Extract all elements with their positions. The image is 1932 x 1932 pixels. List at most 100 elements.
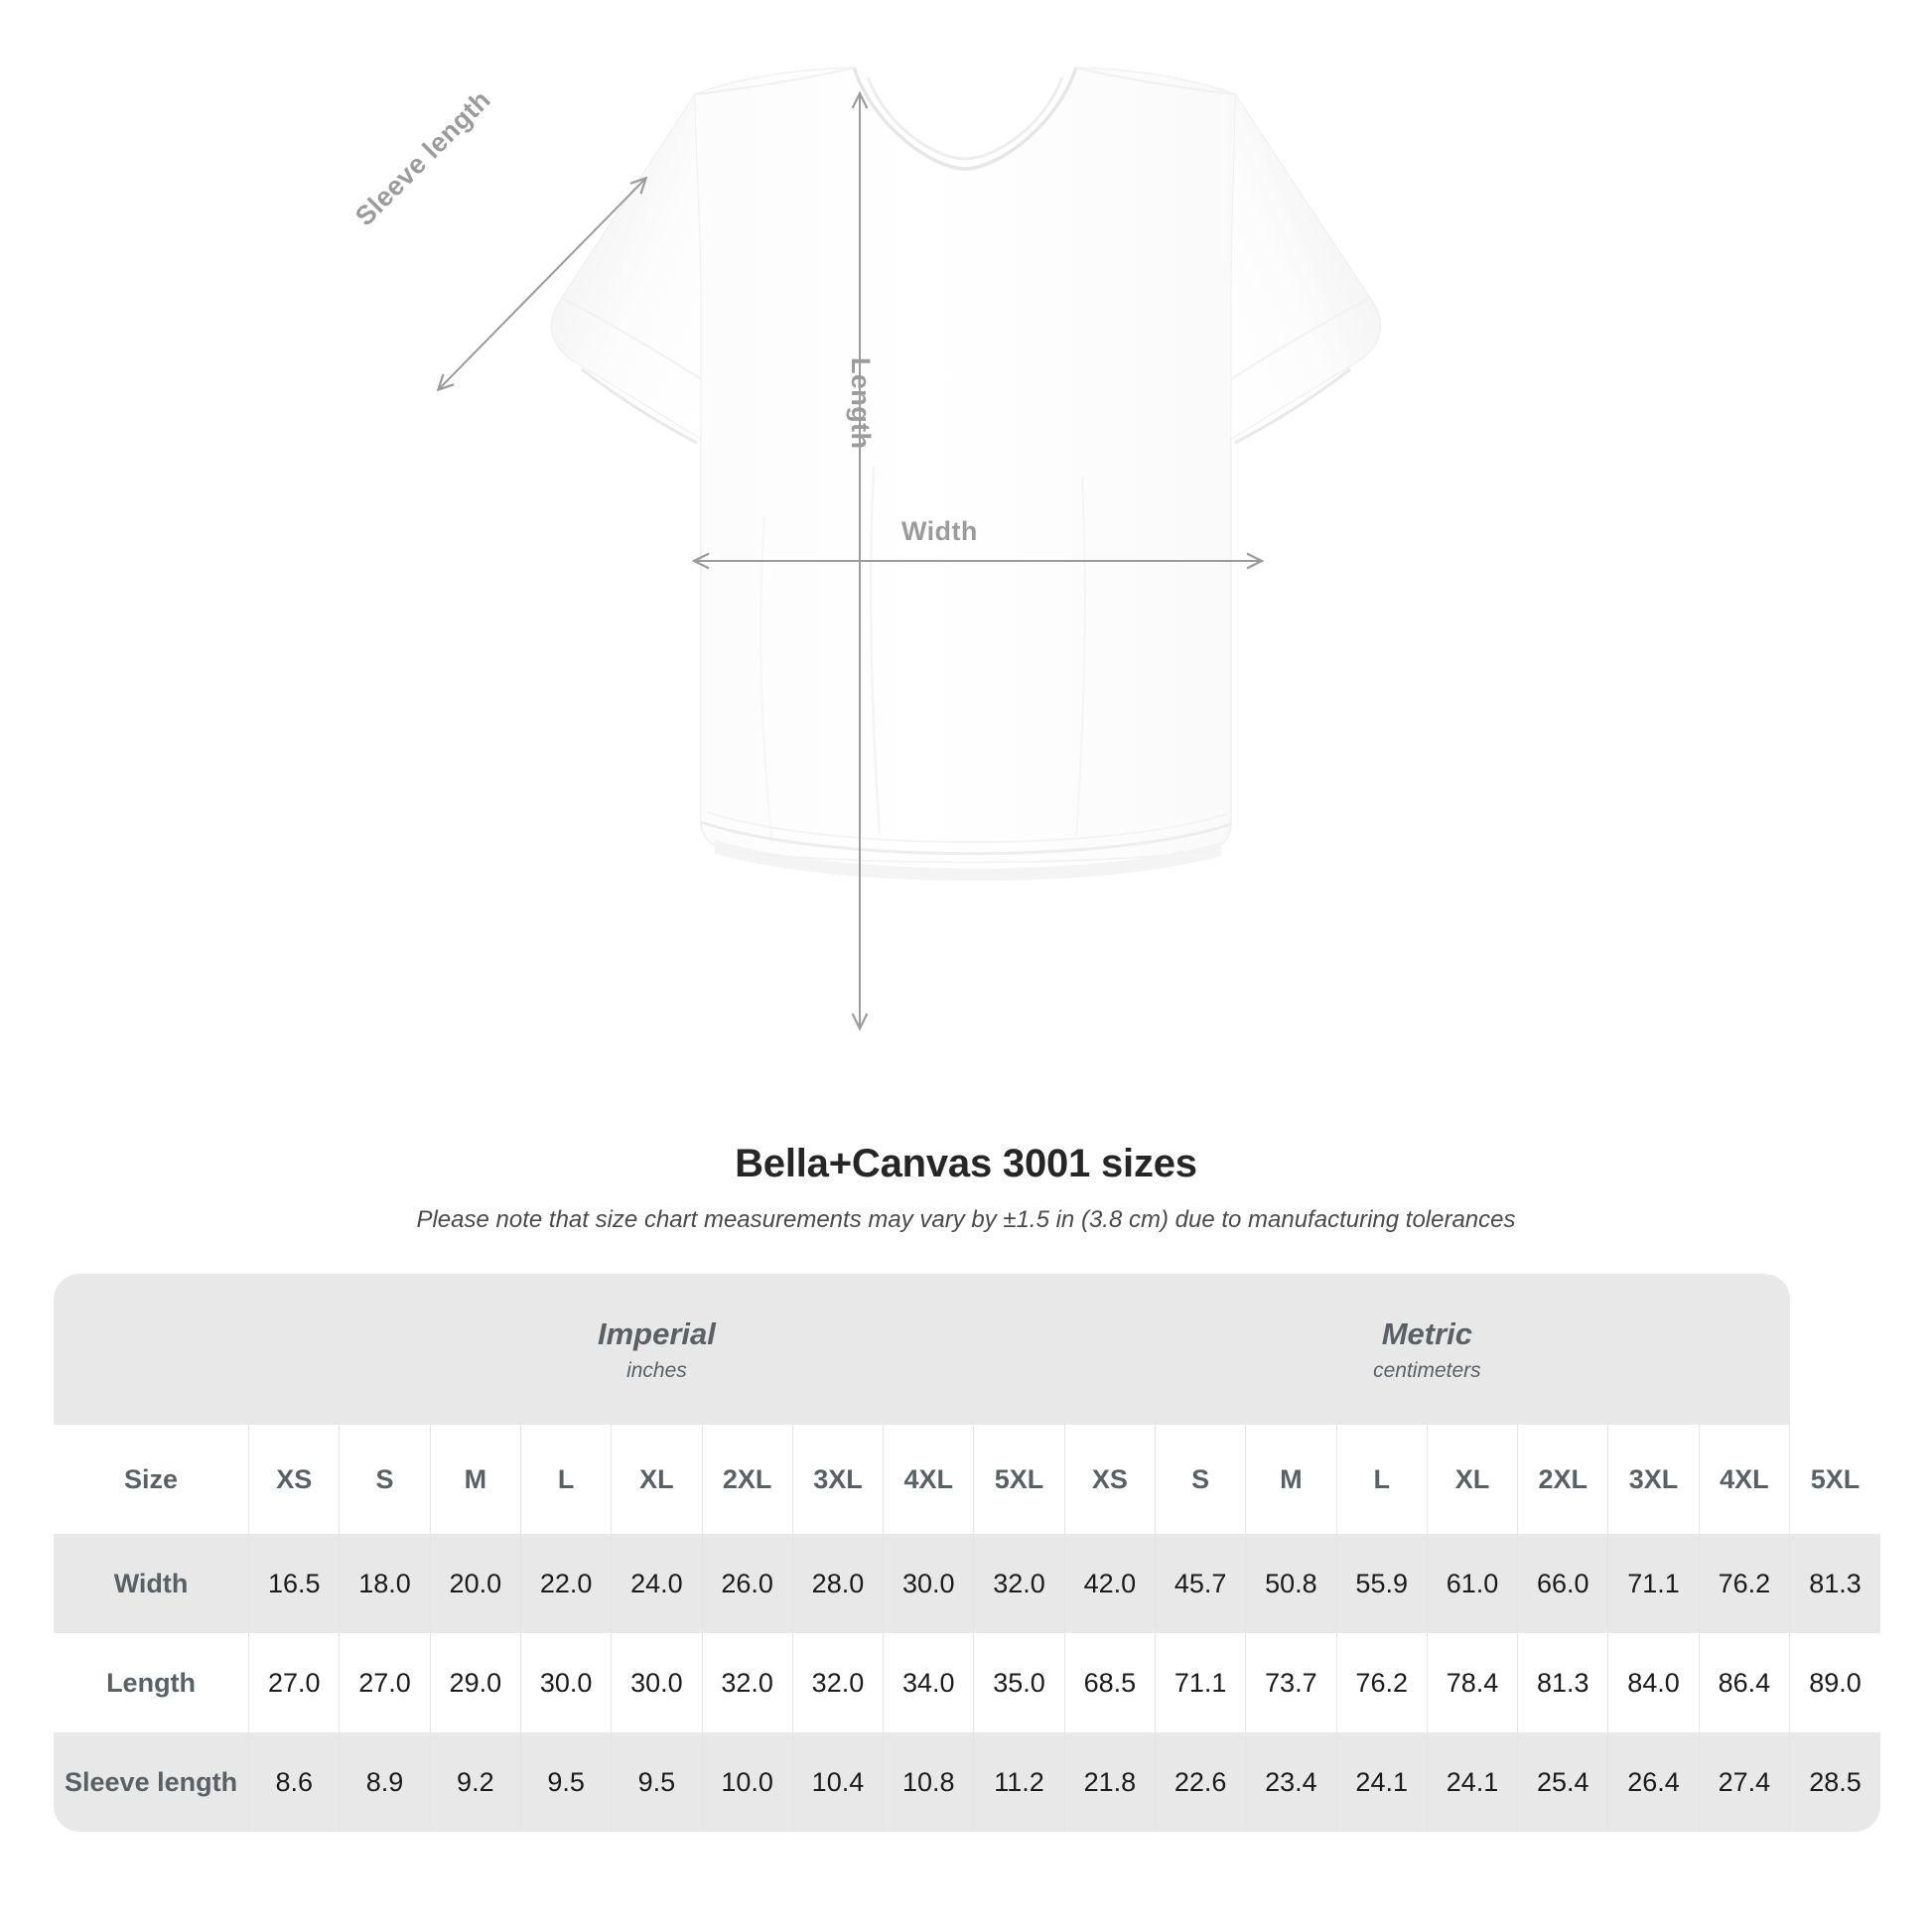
size-col-header: 2XL — [701, 1425, 793, 1534]
table-cell: 26.0 — [701, 1534, 793, 1633]
table-cell: 86.4 — [1698, 1633, 1790, 1732]
table-cell: 71.1 — [1607, 1534, 1700, 1633]
size-col-header: L — [519, 1425, 612, 1534]
width-label: Width — [901, 516, 978, 546]
table-cell: 20.0 — [429, 1534, 521, 1633]
tolerance-note: Please note that size chart measurements… — [416, 1206, 1516, 1233]
size-col-header: XL — [1426, 1425, 1518, 1534]
size-col-header: 5XL — [1789, 1425, 1880, 1534]
table-cell: 89.0 — [1789, 1633, 1880, 1732]
table-cell: 50.8 — [1245, 1534, 1337, 1633]
table-cell: 76.2 — [1698, 1534, 1790, 1633]
table-cell: 68.5 — [1063, 1633, 1156, 1732]
table-cell: 78.4 — [1426, 1633, 1518, 1732]
size-col-header: 5XL — [973, 1425, 1065, 1534]
table-cell: 61.0 — [1426, 1534, 1518, 1633]
size-col-header: XS — [1063, 1425, 1156, 1534]
table-cell: 10.0 — [701, 1732, 793, 1832]
table-cell: 10.8 — [883, 1732, 974, 1832]
chart-heading-block: Bella+Canvas 3001 sizes Please note that… — [0, 1142, 1932, 1234]
table-cell: 45.7 — [1154, 1534, 1246, 1633]
table-cell: 16.5 — [248, 1534, 340, 1633]
table-cell: 21.8 — [1063, 1732, 1156, 1832]
table-cell: 8.6 — [248, 1732, 340, 1832]
table-cell: 32.0 — [791, 1633, 884, 1732]
size-header-row: Size XS S M L XL 2XL 3XL 4XL 5XL XS S M … — [54, 1425, 1880, 1534]
sleeve-dimension-line — [439, 179, 645, 389]
size-header-label: Size — [54, 1425, 249, 1534]
size-col-header: S — [1154, 1425, 1246, 1534]
page-title: Bella+Canvas 3001 sizes — [735, 1142, 1197, 1185]
table-cell: 84.0 — [1607, 1633, 1700, 1732]
table-cell: 26.4 — [1607, 1732, 1700, 1832]
length-label: Length — [846, 357, 876, 450]
table-cell: 27.0 — [339, 1633, 431, 1732]
table-row: Sleeve length 8.6 8.9 9.2 9.5 9.5 10.0 1… — [54, 1732, 1880, 1832]
unit-group-metric-name: Metric — [1381, 1315, 1473, 1351]
row-label-length: Length — [54, 1633, 249, 1732]
size-col-header: 3XL — [791, 1425, 884, 1534]
table-cell: 30.0 — [883, 1534, 974, 1633]
table-row: Width 16.5 18.0 20.0 22.0 24.0 26.0 28.0… — [54, 1534, 1880, 1633]
size-col-header: 4XL — [883, 1425, 974, 1534]
unit-group-imperial: Imperial inches — [248, 1274, 1065, 1425]
table-cell: 32.0 — [973, 1534, 1065, 1633]
size-col-header: L — [1335, 1425, 1428, 1534]
table-cell: 8.9 — [339, 1732, 431, 1832]
table-cell: 42.0 — [1063, 1534, 1156, 1633]
table-cell: 28.0 — [791, 1534, 884, 1633]
table-cell: 9.2 — [429, 1732, 521, 1832]
table-cell: 55.9 — [1335, 1534, 1428, 1633]
table-cell: 9.5 — [611, 1732, 703, 1832]
table-cell: 9.5 — [519, 1732, 612, 1832]
unit-group-metric-unit: centimeters — [1373, 1358, 1481, 1382]
unit-group-imperial-unit: inches — [626, 1358, 687, 1382]
table-cell: 23.4 — [1245, 1732, 1337, 1832]
table-cell: 24.1 — [1335, 1732, 1428, 1832]
unit-band-spacer — [54, 1274, 249, 1425]
table-cell: 76.2 — [1335, 1633, 1428, 1732]
table-cell: 66.0 — [1517, 1534, 1608, 1633]
table-cell: 81.3 — [1517, 1633, 1608, 1732]
table-cell: 10.4 — [791, 1732, 884, 1832]
row-label-sleeve-length: Sleeve length — [54, 1732, 249, 1832]
size-table: Imperial inches Metric centimeters Size … — [54, 1274, 1880, 1832]
table-cell: 27.0 — [248, 1633, 340, 1732]
table-cell: 34.0 — [883, 1633, 974, 1732]
table-cell: 73.7 — [1245, 1633, 1337, 1732]
tshirt-diagram: Sleeve length Length Width — [0, 67, 1382, 1107]
table-cell: 24.0 — [611, 1534, 703, 1633]
size-col-header: XL — [611, 1425, 703, 1534]
size-col-header: 2XL — [1517, 1425, 1608, 1534]
size-col-header: 4XL — [1698, 1425, 1790, 1534]
unit-group-imperial-name: Imperial — [597, 1315, 716, 1351]
table-cell: 18.0 — [339, 1534, 431, 1633]
unit-band-row: Imperial inches Metric centimeters — [54, 1274, 1880, 1425]
table-cell: 35.0 — [973, 1633, 1065, 1732]
table-cell: 30.0 — [519, 1633, 612, 1732]
dimension-lines — [439, 94, 1261, 1028]
size-col-header: M — [1245, 1425, 1337, 1534]
shirt-shape — [550, 67, 1382, 882]
table-row: Length 27.0 27.0 29.0 30.0 30.0 32.0 32.… — [54, 1633, 1880, 1732]
table-cell: 71.1 — [1154, 1633, 1246, 1732]
table-cell: 22.6 — [1154, 1732, 1246, 1832]
table-cell: 25.4 — [1517, 1732, 1608, 1832]
row-label-width: Width — [54, 1534, 249, 1633]
tshirt-illustration — [0, 67, 1382, 1107]
size-col-header: XS — [248, 1425, 340, 1534]
table-cell: 11.2 — [973, 1732, 1065, 1832]
table-cell: 28.5 — [1789, 1732, 1880, 1832]
size-col-header: S — [339, 1425, 431, 1534]
table-cell: 22.0 — [519, 1534, 612, 1633]
size-col-header: 3XL — [1607, 1425, 1700, 1534]
unit-group-metric: Metric centimeters — [1064, 1274, 1790, 1425]
size-col-header: M — [429, 1425, 521, 1534]
table-cell: 29.0 — [429, 1633, 521, 1732]
size-table-wrapper: Imperial inches Metric centimeters Size … — [54, 1274, 1880, 1832]
table-cell: 24.1 — [1426, 1732, 1518, 1832]
table-cell: 27.4 — [1698, 1732, 1790, 1832]
table-cell: 30.0 — [611, 1633, 703, 1732]
table-cell: 32.0 — [701, 1633, 793, 1732]
